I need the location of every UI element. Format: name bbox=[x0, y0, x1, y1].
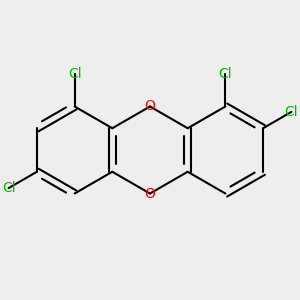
Text: Cl: Cl bbox=[285, 105, 298, 119]
Text: O: O bbox=[145, 100, 155, 113]
Text: O: O bbox=[145, 187, 155, 200]
Text: Cl: Cl bbox=[219, 67, 232, 81]
Text: Cl: Cl bbox=[68, 67, 81, 81]
Text: Cl: Cl bbox=[2, 181, 15, 195]
